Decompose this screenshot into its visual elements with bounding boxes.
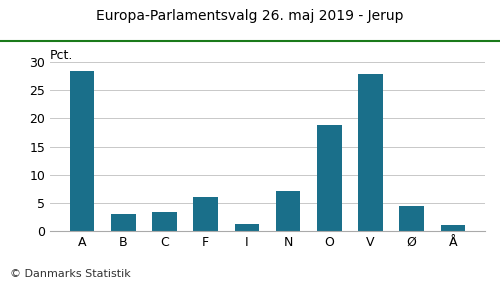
Text: Europa-Parlamentsvalg 26. maj 2019 - Jerup: Europa-Parlamentsvalg 26. maj 2019 - Jer…: [96, 8, 404, 23]
Bar: [358, 74, 383, 231]
Bar: [70, 70, 94, 231]
Bar: [234, 224, 260, 231]
Text: Pct.: Pct.: [50, 49, 74, 61]
Bar: [400, 206, 424, 231]
Bar: [152, 212, 177, 231]
Bar: [276, 191, 300, 231]
Bar: [111, 214, 136, 231]
Text: © Danmarks Statistik: © Danmarks Statistik: [10, 269, 131, 279]
Bar: [317, 125, 342, 231]
Bar: [194, 197, 218, 231]
Bar: [440, 225, 465, 231]
